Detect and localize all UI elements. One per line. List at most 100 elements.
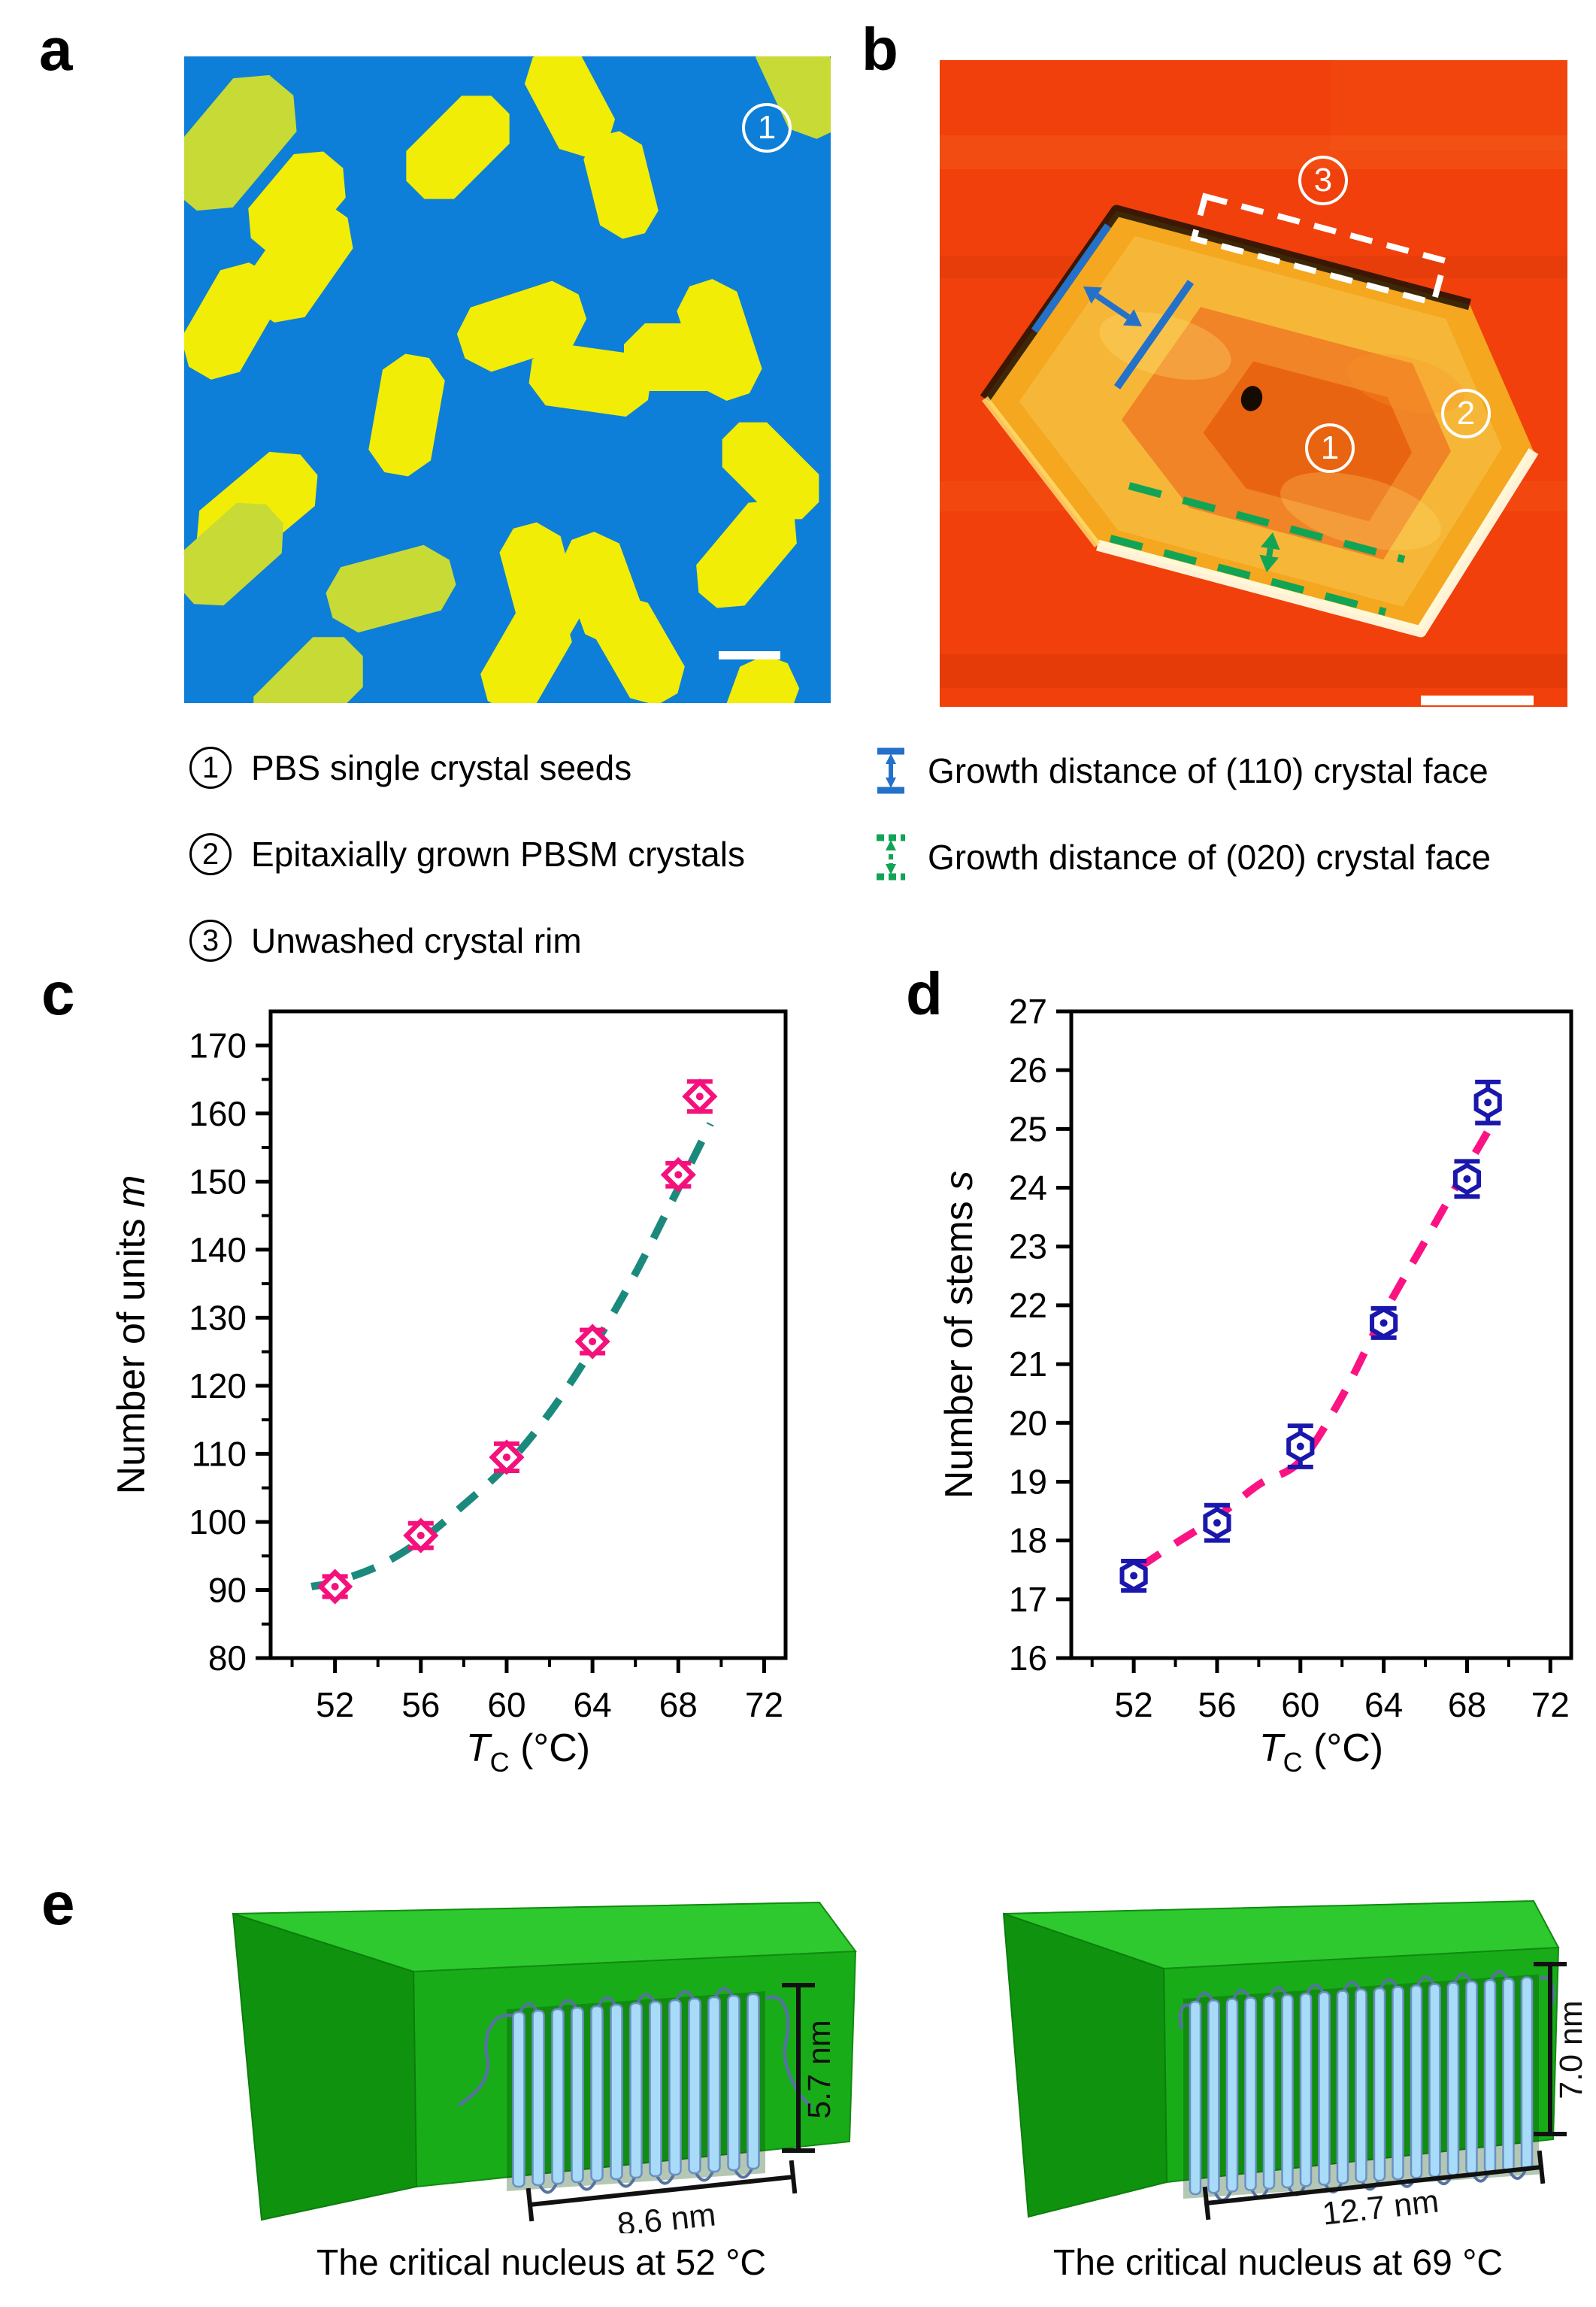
y-tick-label: 120 (189, 1366, 247, 1405)
stem (1262, 1995, 1276, 2190)
height-dimension-label: 5.7 nm (801, 2020, 837, 2118)
tick-labels: 52 56 60 64 68 72 16 17 18 19 20 21 22 23 24 25 26 27 (1009, 992, 1570, 1724)
scale-bar (719, 651, 780, 659)
legend-item-pbsm-crystals: 2 Epitaxially grown PBSM crystals (189, 829, 745, 879)
crystal (528, 342, 652, 417)
y-tick-label: 17 (1009, 1580, 1047, 1619)
data-point (1473, 1079, 1502, 1126)
circled-number: 3 (189, 920, 232, 962)
crystal (714, 655, 800, 703)
defect-dot (1240, 386, 1263, 411)
width-dimension-label: 8.6 nm (616, 2196, 718, 2233)
stem (1318, 1991, 1331, 2186)
stem (629, 2002, 643, 2179)
y-tick-label: 170 (189, 1026, 247, 1065)
stem (571, 2006, 584, 2184)
stem (668, 1999, 682, 2176)
legend-panel-a: 1 PBS single crystal seeds 2 Epitaxially… (189, 743, 745, 1002)
y-tick-label: 27 (1009, 992, 1047, 1031)
stem (649, 2000, 662, 2178)
panel-a-afm-image: 1 (184, 56, 831, 703)
stem (1189, 2000, 1202, 2196)
dimension-lines (525, 1983, 815, 2222)
annotations (1031, 193, 1449, 616)
crystal (583, 131, 659, 239)
data-point (317, 1569, 353, 1605)
crystal (248, 151, 346, 255)
stem (727, 1994, 740, 2172)
stem (1428, 1983, 1441, 2178)
data-point (1370, 1305, 1398, 1340)
y-tick-label: 19 (1009, 1462, 1047, 1501)
crystal (624, 323, 737, 391)
stem (1373, 1987, 1386, 2182)
axes-box (268, 1009, 788, 1660)
stem (1502, 1978, 1515, 2172)
substrate-side-face (232, 1912, 418, 2221)
circled-number: 2 (189, 833, 232, 875)
data-point (660, 1157, 696, 1193)
panel-b-region-marker-3: 3 (1298, 156, 1348, 205)
stem (1355, 1988, 1367, 2184)
panel-b-region-marker-2: 2 (1441, 389, 1491, 438)
legend-item-crystal-rim: 3 Unwashed crystal rim (189, 916, 745, 966)
circled-number: 2 (1456, 395, 1476, 432)
data-points (317, 1078, 718, 1605)
ticks (1056, 1009, 1552, 1673)
crystal (722, 422, 819, 520)
y-tick-label: 20 (1009, 1403, 1047, 1442)
stem (1281, 1993, 1294, 2189)
x-tick-label: 68 (659, 1685, 698, 1724)
y-tick-label: 26 (1009, 1050, 1047, 1090)
rim-highlight-box (1190, 193, 1449, 307)
panel-a-region-marker-1: 1 (742, 103, 792, 153)
seed-crystals (184, 56, 831, 703)
crystal (406, 95, 510, 199)
data-point (1119, 1559, 1148, 1593)
stem (1392, 1985, 1404, 2181)
stem (590, 2005, 604, 2182)
substrate-side-face (1002, 1912, 1168, 2218)
legend-item-pbs-seeds: 1 PBS single crystal seeds (189, 743, 745, 793)
panel-b-label: b (862, 16, 898, 83)
crystal (253, 637, 363, 703)
circled-number: 1 (189, 747, 232, 789)
fit-curve (1137, 1115, 1500, 1570)
stem (1225, 1998, 1239, 2193)
scale-bar (1421, 696, 1534, 705)
panel-a-crystals-svg (184, 56, 831, 703)
crystal (524, 56, 616, 157)
legend-item-growth-110: Growth distance of (110) crystal face (874, 746, 1491, 796)
y-tick-label: 80 (208, 1639, 247, 1678)
y-tick-label: 23 (1009, 1227, 1047, 1266)
legend-number: 2 (201, 838, 220, 871)
x-tick-label: 68 (1448, 1685, 1486, 1724)
panel-b-region-marker-1: 1 (1305, 423, 1355, 473)
fit-curve (310, 1122, 714, 1590)
data-point (1203, 1502, 1231, 1543)
crystal (368, 353, 445, 477)
crystal (184, 74, 297, 211)
stem (610, 2003, 623, 2181)
stem (531, 2009, 545, 2187)
stem (1299, 1992, 1313, 2187)
y-tick-label: 130 (189, 1298, 247, 1337)
y-tick-label: 21 (1009, 1344, 1047, 1384)
x-tick-label: 56 (401, 1685, 440, 1724)
panel-b-crystal-svg (940, 60, 1567, 707)
legend-panel-b: Growth distance of (110) crystal face Gr… (874, 746, 1491, 919)
caption-nucleus-52: The critical nucleus at 52 °C (316, 2243, 767, 2283)
y-tick-label: 16 (1009, 1639, 1047, 1678)
circled-number: 1 (1320, 429, 1340, 466)
axes-box (1069, 1009, 1573, 1660)
stem (747, 1993, 760, 2170)
data-point (1452, 1159, 1482, 1199)
y-tick-label: 160 (189, 1094, 247, 1133)
x-tick-label: 64 (1364, 1685, 1403, 1724)
circled-number: 3 (1313, 162, 1333, 199)
legend-text: PBS single crystal seeds (251, 748, 632, 787)
x-tick-label: 72 (1531, 1685, 1570, 1724)
stem (512, 2011, 525, 2188)
stem (1465, 1980, 1478, 2175)
